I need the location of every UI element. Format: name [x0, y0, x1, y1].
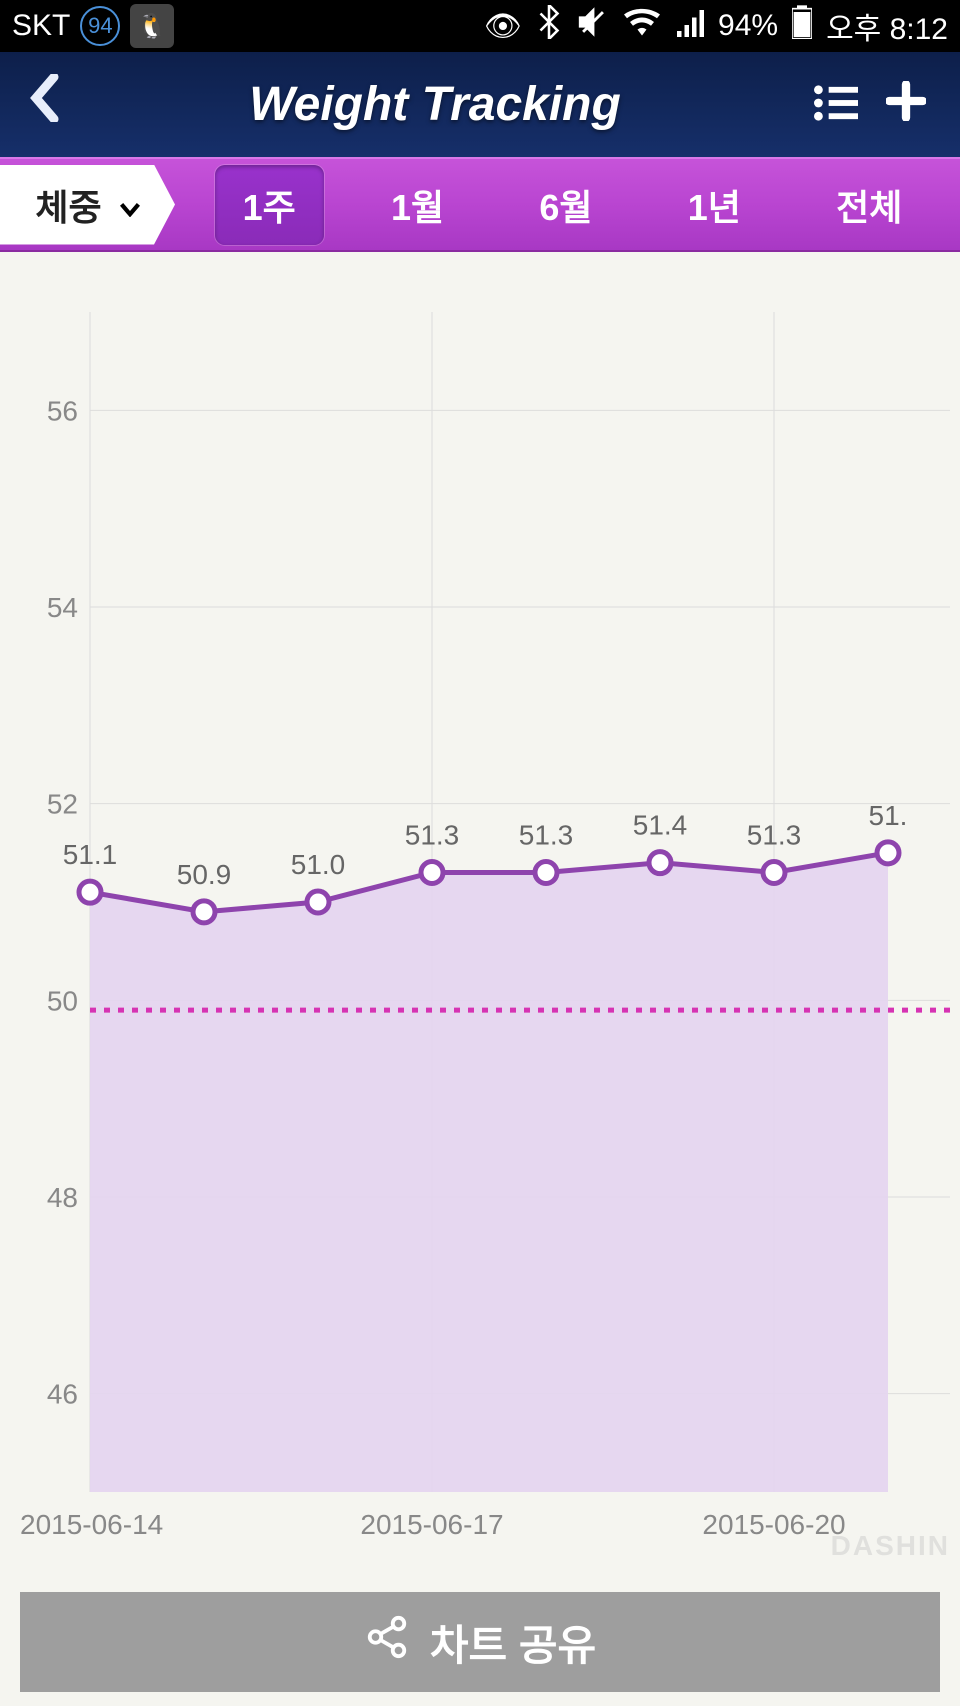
svg-text:52: 52 — [47, 789, 78, 820]
weight-chart: 56 54 52 50 48 46 51.1 50.9 51.0 51.3 51.3 51.4 51.3… — [10, 272, 950, 1572]
svg-text:46: 46 — [47, 1379, 78, 1410]
carrier-label: SKT — [12, 9, 70, 43]
svg-text:51.3: 51.3 — [747, 820, 802, 851]
mute-icon — [576, 5, 610, 47]
svg-text:51.4: 51.4 — [633, 810, 688, 841]
eye-icon: 👁 — [484, 9, 522, 44]
share-icon — [364, 1614, 410, 1670]
add-button[interactable] — [872, 78, 940, 132]
svg-text:54: 54 — [47, 592, 78, 623]
svg-text:51.: 51. — [869, 800, 908, 831]
svg-text:51.1: 51.1 — [63, 839, 118, 870]
battery-icon — [792, 5, 812, 47]
range-tab-2[interactable]: 6월 — [511, 165, 620, 245]
svg-text:2015-06-14: 2015-06-14 — [20, 1509, 163, 1540]
notification-badge: 94 — [80, 6, 120, 46]
bluetooth-icon — [536, 5, 562, 47]
status-bar: SKT 94 🐧 👁 94% 오후 8:12 — [0, 0, 960, 52]
range-tab-0[interactable]: 1주 — [215, 165, 324, 245]
filter-bar: 체중 1주 1월 6월 1년 전체 — [0, 157, 960, 252]
wifi-icon — [624, 7, 660, 45]
list-button[interactable] — [800, 78, 872, 132]
share-button[interactable]: 차트 공유 — [20, 1592, 940, 1692]
range-tab-1[interactable]: 1월 — [363, 165, 472, 245]
svg-text:50: 50 — [47, 985, 78, 1016]
metric-dropdown[interactable]: 체중 — [0, 165, 175, 245]
watermark: DASHIN — [831, 1530, 950, 1562]
dropdown-label: 체중 — [35, 179, 101, 231]
svg-text:51.0: 51.0 — [291, 849, 346, 880]
svg-text:50.9: 50.9 — [177, 859, 232, 890]
svg-text:2015-06-20: 2015-06-20 — [702, 1509, 845, 1540]
page-title: Weight Tracking — [70, 77, 800, 132]
battery-pct: 94% — [718, 9, 778, 43]
chevron-down-icon — [120, 184, 140, 226]
share-label: 차트 공유 — [430, 1612, 596, 1673]
svg-text:51.3: 51.3 — [519, 820, 574, 851]
svg-text:51.3: 51.3 — [405, 820, 460, 851]
app-header: Weight Tracking — [0, 52, 960, 157]
range-tab-4[interactable]: 전체 — [808, 165, 930, 245]
app-icon: 🐧 — [130, 4, 174, 48]
chart-area: 56 54 52 50 48 46 51.1 50.9 51.0 51.3 51.3 51.4 51.3… — [0, 252, 960, 1572]
back-button[interactable] — [20, 64, 70, 145]
range-tabs: 1주 1월 6월 1년 전체 — [185, 165, 960, 245]
svg-text:56: 56 — [47, 395, 78, 426]
svg-text:2015-06-17: 2015-06-17 — [360, 1509, 503, 1540]
clock-label: 오후 8:12 — [826, 4, 948, 48]
signal-icon — [674, 7, 704, 45]
range-tab-3[interactable]: 1년 — [660, 165, 769, 245]
svg-text:48: 48 — [47, 1182, 78, 1213]
